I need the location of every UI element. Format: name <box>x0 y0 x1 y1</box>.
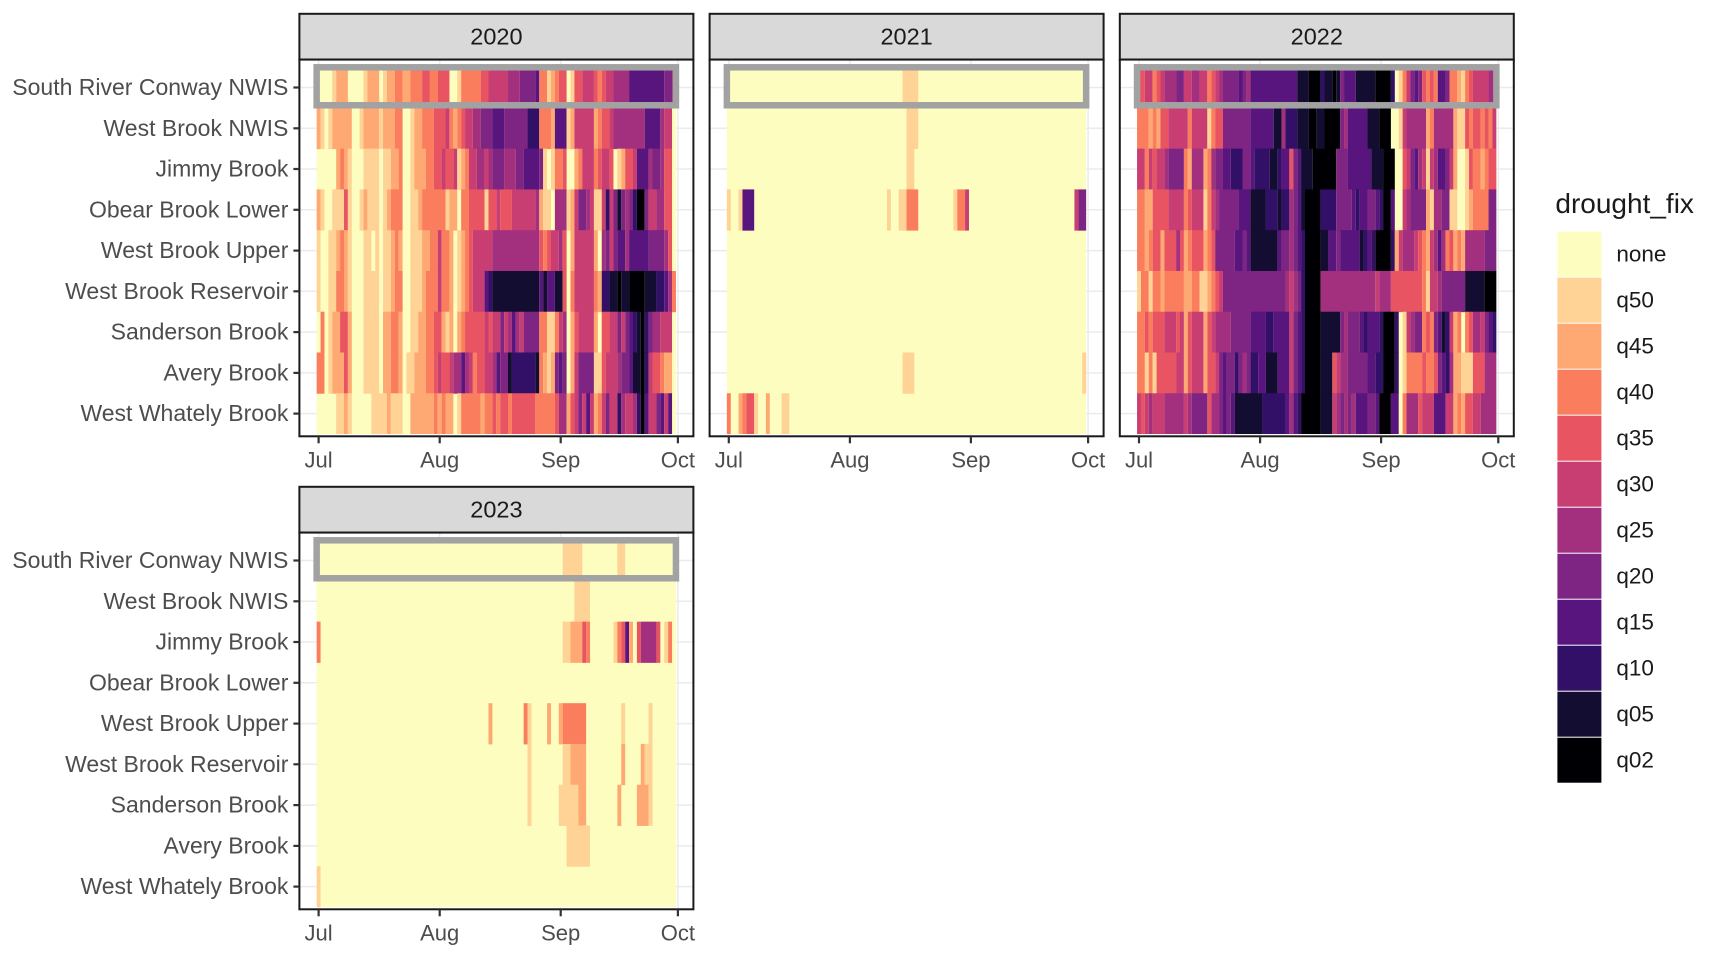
svg-text:West Brook Reservoir: West Brook Reservoir <box>65 751 289 777</box>
svg-text:2023: 2023 <box>470 497 522 523</box>
svg-text:Avery Brook: Avery Brook <box>164 359 289 385</box>
svg-text:q02: q02 <box>1616 748 1654 773</box>
svg-text:q50: q50 <box>1616 288 1654 313</box>
svg-text:Jul: Jul <box>305 447 333 472</box>
svg-text:q15: q15 <box>1616 610 1654 635</box>
svg-text:Obear Brook Lower: Obear Brook Lower <box>89 669 289 695</box>
svg-text:Oct: Oct <box>661 447 695 472</box>
svg-text:q10: q10 <box>1616 656 1654 681</box>
svg-text:q40: q40 <box>1616 380 1654 405</box>
svg-text:Oct: Oct <box>1481 447 1515 472</box>
svg-text:Oct: Oct <box>1071 447 1105 472</box>
svg-text:Aug: Aug <box>420 920 459 945</box>
svg-text:Avery Brook: Avery Brook <box>164 832 289 858</box>
svg-text:q35: q35 <box>1616 426 1654 451</box>
svg-text:Sanderson Brook: Sanderson Brook <box>111 319 289 345</box>
svg-text:South River Conway NWIS: South River Conway NWIS <box>12 74 288 100</box>
svg-text:Jimmy Brook: Jimmy Brook <box>155 629 288 655</box>
svg-text:West Brook NWIS: West Brook NWIS <box>104 115 289 141</box>
svg-text:q30: q30 <box>1616 472 1654 497</box>
svg-text:Jul: Jul <box>715 447 743 472</box>
svg-text:West Brook Reservoir: West Brook Reservoir <box>65 278 289 304</box>
svg-text:Sep: Sep <box>541 447 580 472</box>
svg-text:2022: 2022 <box>1291 24 1343 50</box>
svg-text:West Brook Upper: West Brook Upper <box>101 237 289 263</box>
svg-text:West Whately Brook: West Whately Brook <box>80 873 288 899</box>
svg-text:2021: 2021 <box>880 24 932 50</box>
svg-text:Sep: Sep <box>951 447 990 472</box>
svg-text:Jul: Jul <box>1125 447 1153 472</box>
svg-text:q20: q20 <box>1616 564 1654 589</box>
svg-text:Aug: Aug <box>420 447 459 472</box>
svg-text:West Brook NWIS: West Brook NWIS <box>104 588 289 614</box>
svg-text:Aug: Aug <box>830 447 869 472</box>
svg-text:West Whately Brook: West Whately Brook <box>80 400 288 426</box>
svg-text:Sep: Sep <box>541 920 580 945</box>
svg-text:drought_fix: drought_fix <box>1555 188 1694 219</box>
svg-text:Oct: Oct <box>661 920 695 945</box>
svg-text:Jimmy Brook: Jimmy Brook <box>155 156 288 182</box>
svg-text:q25: q25 <box>1616 518 1654 543</box>
svg-text:South River Conway NWIS: South River Conway NWIS <box>12 547 288 573</box>
svg-text:2020: 2020 <box>470 24 522 50</box>
svg-text:none: none <box>1616 242 1666 267</box>
svg-text:Sanderson Brook: Sanderson Brook <box>111 792 289 818</box>
svg-text:Sep: Sep <box>1362 447 1401 472</box>
svg-text:Jul: Jul <box>305 920 333 945</box>
svg-text:Obear Brook Lower: Obear Brook Lower <box>89 196 289 222</box>
svg-text:q05: q05 <box>1616 702 1654 727</box>
svg-text:West Brook Upper: West Brook Upper <box>101 710 289 736</box>
svg-text:q45: q45 <box>1616 334 1654 359</box>
svg-text:Aug: Aug <box>1241 447 1280 472</box>
